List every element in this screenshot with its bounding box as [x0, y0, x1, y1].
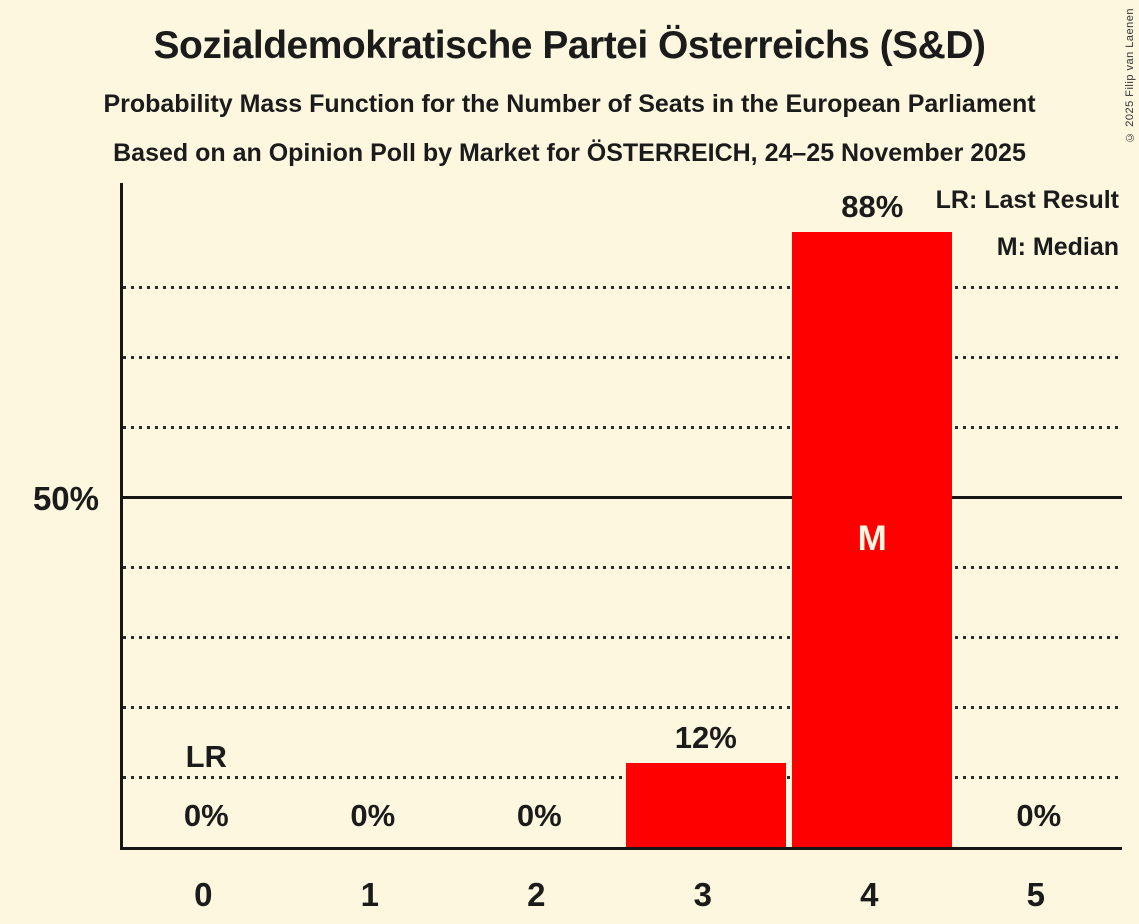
median-marker: M	[857, 519, 887, 559]
x-tick-label-2: 2	[527, 876, 546, 913]
gridline-20pct	[123, 705, 1122, 709]
bar-seats-4	[792, 231, 953, 847]
x-tick-label-1: 1	[360, 876, 379, 913]
value-label-seats-2: 0%	[516, 798, 562, 833]
gridline-40pct	[123, 565, 1122, 569]
value-label-seats-1: 0%	[350, 798, 396, 833]
last-result-marker: LR	[185, 739, 227, 775]
gridline-60pct	[123, 426, 1122, 430]
copyright-notice: © 2025 Filip van Laenen	[1124, 8, 1136, 143]
value-label-seats-5: 0%	[1016, 798, 1062, 833]
y-axis-tick-label: 50%	[32, 480, 99, 517]
x-tick-label-3: 3	[693, 876, 712, 913]
value-label-seats-0: 0%	[183, 798, 229, 833]
gridline-10pct	[123, 775, 1122, 779]
x-tick-label-4: 4	[860, 876, 879, 913]
gridline-50pct-solid	[123, 496, 1122, 500]
bar-seats-3	[625, 763, 786, 847]
x-tick-label-5: 5	[1026, 876, 1045, 913]
x-tick-label-0: 0	[194, 876, 213, 913]
gridline-30pct	[123, 635, 1122, 639]
chart-subtitle: Probability Mass Function for the Number…	[103, 90, 1036, 118]
gridline-80pct	[123, 286, 1122, 290]
legend-last-result: LR: Last Result	[935, 186, 1119, 214]
gridline-70pct	[123, 356, 1122, 360]
legend-median: M: Median	[996, 233, 1119, 261]
plot-area: 0% 0% 0% 12% 88% 0% LR M	[120, 183, 1122, 850]
chart-subtitle-source: Based on an Opinion Poll by Market for Ö…	[113, 139, 1026, 167]
value-label-seats-4: 88%	[841, 188, 904, 224]
chart-title: Sozialdemokratische Partei Österreichs (…	[153, 24, 986, 67]
value-label-seats-3: 12%	[674, 720, 737, 756]
